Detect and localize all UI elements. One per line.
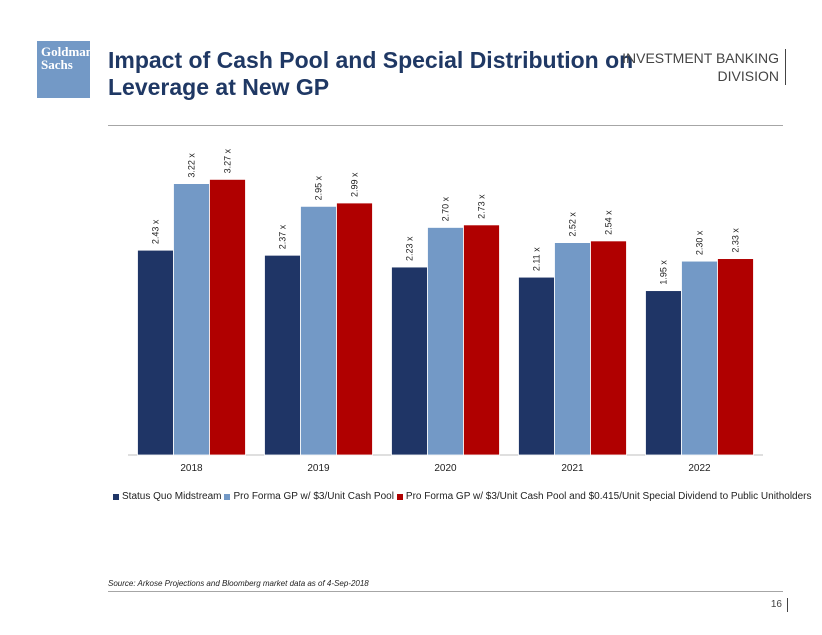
bar-cash-pool-2019	[300, 205, 337, 456]
source-note: Source: Arkose Projections and Bloomberg…	[108, 579, 369, 588]
data-label-cash-pool-2018: 3.22 x	[187, 153, 197, 178]
bar-cash-pool-2020	[427, 227, 464, 456]
data-label-special-dividend-2021: 2.54 x	[604, 210, 614, 235]
data-label-status-quo-2022: 1.95 x	[659, 260, 669, 285]
logo-line-1: Goldman	[41, 44, 94, 59]
bar-special-dividend-2021	[590, 240, 627, 456]
data-label-status-quo-2021: 2.11 x	[532, 247, 542, 271]
division-line-1: INVESTMENT BANKING	[622, 50, 779, 66]
legend-swatch-special-dividend	[396, 493, 403, 500]
bar-special-dividend-2018	[209, 178, 246, 456]
data-label-cash-pool-2020: 2.70 x	[441, 196, 451, 221]
chart-legend: Status Quo Midstream Pro Forma GP w/ $3/…	[113, 491, 812, 502]
footer-divider	[108, 591, 783, 592]
data-label-cash-pool-2019: 2.95 x	[314, 175, 324, 200]
division-label: INVESTMENT BANKING DIVISION	[622, 49, 786, 85]
legend-label-status-quo: Status Quo Midstream	[122, 491, 222, 502]
logo-line-2: Sachs	[41, 57, 73, 72]
bar-cash-pool-2021	[554, 242, 591, 456]
page-title: Impact of Cash Pool and Special Distribu…	[108, 47, 634, 100]
bar-cash-pool-2022	[681, 260, 718, 456]
legend-label-cash-pool: Pro Forma GP w/ $3/Unit Cash Pool	[233, 491, 394, 502]
data-label-special-dividend-2018: 3.27 x	[223, 148, 233, 173]
data-label-status-quo-2020: 2.23 x	[405, 236, 415, 261]
legend-label-special-dividend: Pro Forma GP w/ $3/Unit Cash Pool and $0…	[405, 491, 812, 502]
x-tick-label-2019: 2019	[307, 463, 330, 474]
legend-swatch-cash-pool	[224, 493, 231, 500]
header-divider	[108, 125, 783, 126]
bar-status-quo-2022	[645, 290, 682, 456]
goldman-sachs-logo: Goldman Sachs	[37, 41, 94, 98]
data-label-special-dividend-2020: 2.73 x	[477, 194, 487, 219]
legend-swatch-status-quo	[113, 493, 119, 500]
bar-status-quo-2018	[137, 249, 174, 456]
bar-status-quo-2021	[518, 276, 555, 456]
division-line-2: DIVISION	[717, 68, 779, 84]
bar-status-quo-2019	[264, 254, 301, 456]
x-tick-label-2021: 2021	[561, 463, 584, 474]
bar-special-dividend-2020	[463, 224, 500, 456]
legend-item-cash-pool: Pro Forma GP w/ $3/Unit Cash Pool	[224, 491, 394, 502]
data-label-cash-pool-2022: 2.30 x	[695, 230, 705, 255]
x-tick-label-2020: 2020	[434, 463, 457, 474]
bar-special-dividend-2019	[336, 202, 373, 456]
data-label-status-quo-2019: 2.37 x	[278, 224, 288, 249]
page-number: 16	[771, 598, 788, 612]
bar-special-dividend-2022	[717, 258, 754, 456]
bar-cash-pool-2018	[173, 183, 210, 456]
x-tick-label-2022: 2022	[688, 463, 711, 474]
data-label-special-dividend-2019: 2.99 x	[350, 172, 360, 197]
data-label-cash-pool-2021: 2.52 x	[568, 212, 578, 237]
bar-status-quo-2020	[391, 266, 428, 456]
x-tick-label-2018: 2018	[180, 463, 203, 474]
data-label-status-quo-2018: 2.43 x	[151, 219, 161, 244]
legend-item-status-quo: Status Quo Midstream	[113, 491, 221, 502]
legend-item-special-dividend: Pro Forma GP w/ $3/Unit Cash Pool and $0…	[396, 491, 812, 502]
data-label-special-dividend-2022: 2.33 x	[731, 228, 741, 253]
